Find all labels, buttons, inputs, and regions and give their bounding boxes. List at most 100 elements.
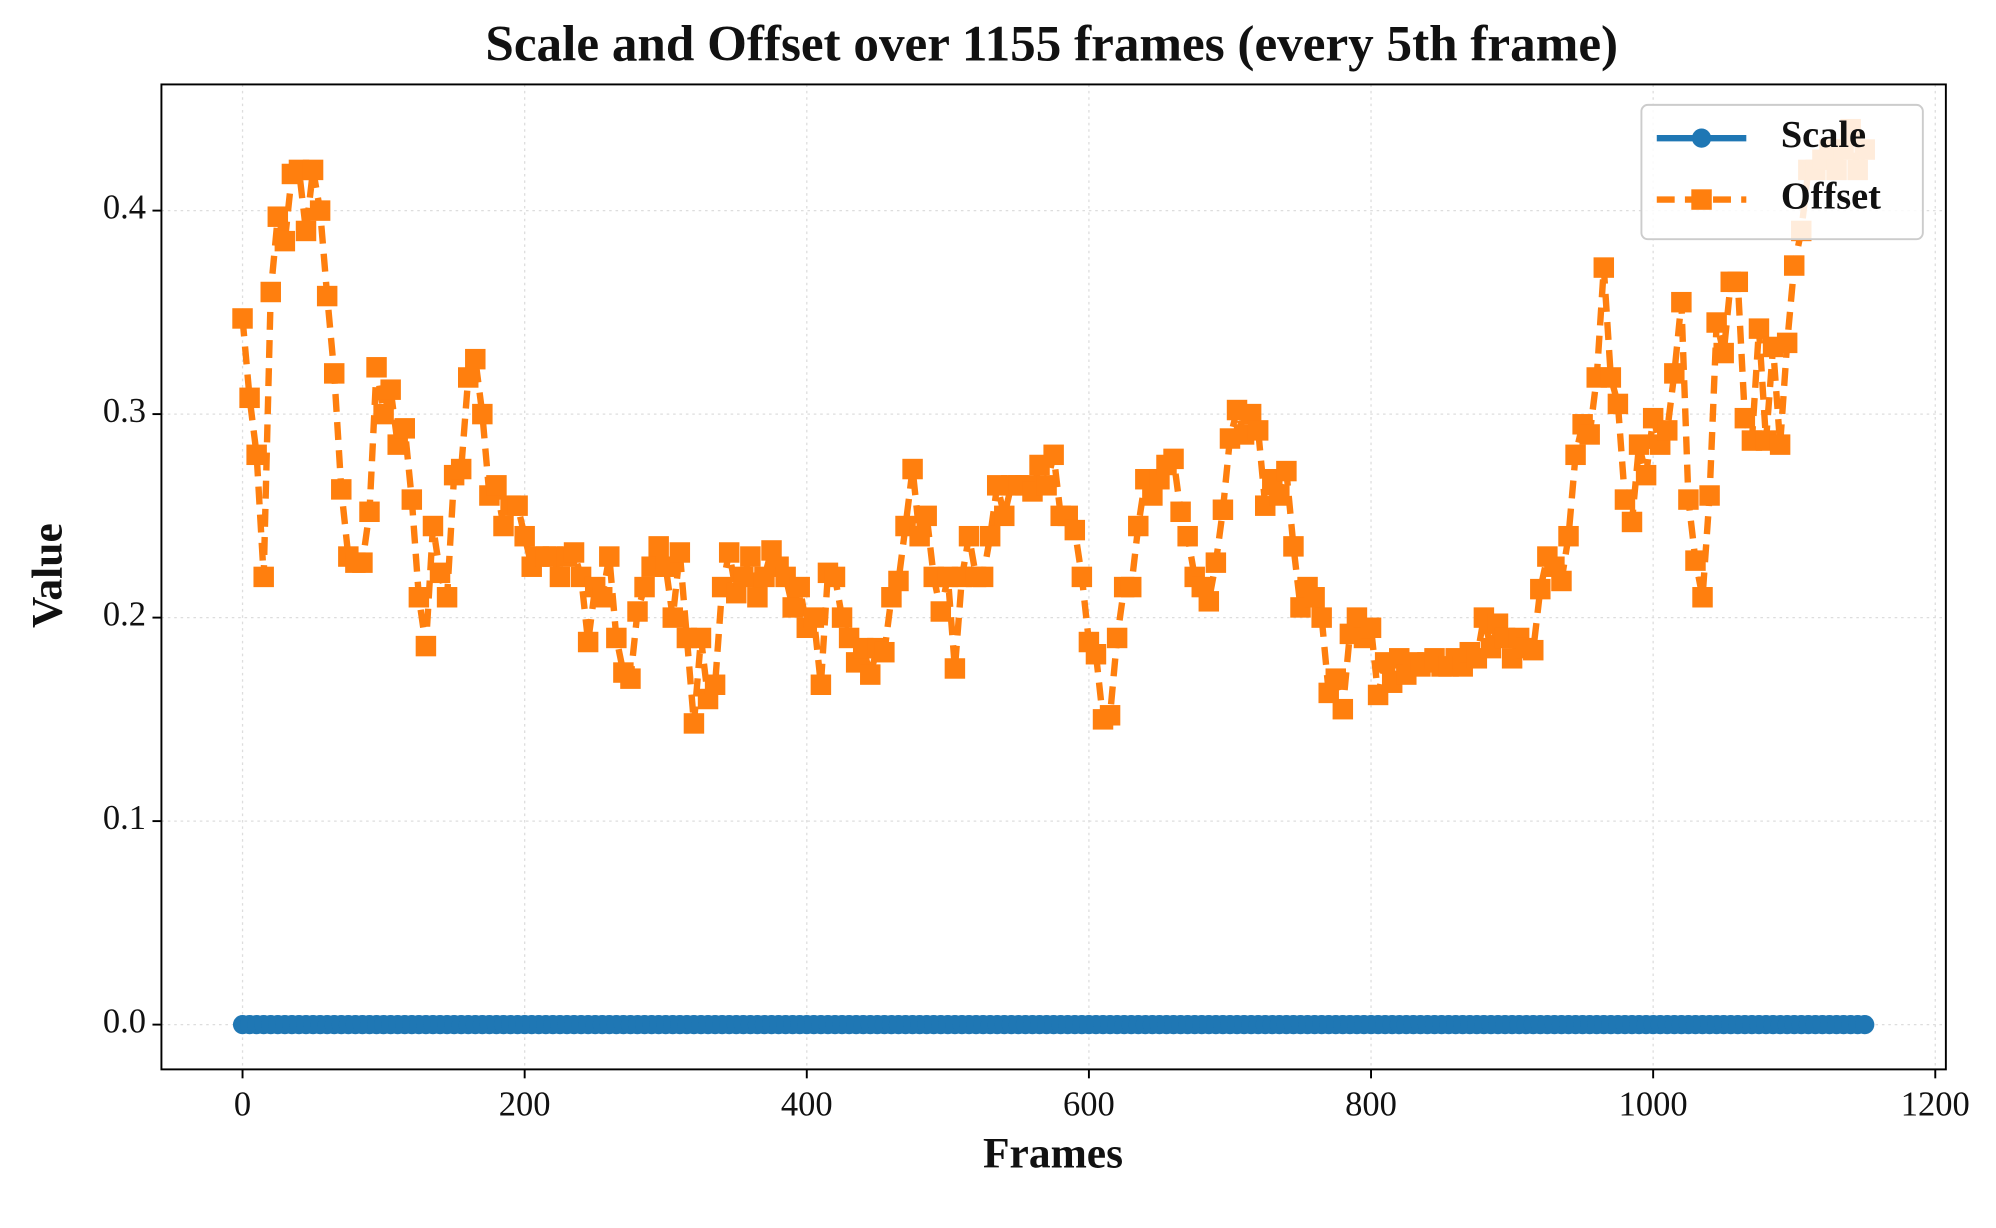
y-tick-label: 0.3 xyxy=(103,392,146,430)
marker xyxy=(1706,312,1727,333)
marker xyxy=(260,281,281,303)
marker xyxy=(1198,591,1220,612)
marker xyxy=(373,403,394,425)
marker xyxy=(1621,511,1643,533)
marker xyxy=(1064,519,1086,541)
marker xyxy=(309,200,331,221)
marker xyxy=(874,641,895,663)
marker xyxy=(599,546,620,567)
marker xyxy=(1071,566,1093,588)
marker xyxy=(902,458,923,480)
marker xyxy=(810,674,832,695)
marker xyxy=(1142,485,1163,506)
marker xyxy=(1170,501,1191,523)
marker xyxy=(1734,407,1756,429)
marker xyxy=(1240,403,1262,425)
marker xyxy=(1748,318,1770,339)
series-line xyxy=(239,125,1868,727)
marker xyxy=(1614,489,1636,510)
marker xyxy=(415,635,437,657)
marker xyxy=(704,674,726,695)
marker xyxy=(1727,271,1749,293)
marker xyxy=(1600,367,1622,388)
marker xyxy=(824,566,846,588)
marker xyxy=(387,434,408,455)
marker xyxy=(1855,1015,1875,1035)
legend-label: Offset xyxy=(1781,175,1881,217)
marker xyxy=(1551,570,1572,592)
marker xyxy=(1106,627,1128,649)
marker xyxy=(1593,257,1615,278)
marker xyxy=(232,308,253,329)
marker xyxy=(493,515,514,537)
marker xyxy=(1530,578,1551,600)
marker xyxy=(359,501,380,523)
axes-frame xyxy=(160,83,1947,1071)
marker xyxy=(627,601,648,622)
marker xyxy=(1713,342,1734,364)
marker xyxy=(1699,485,1720,506)
marker xyxy=(1163,448,1184,470)
marker xyxy=(422,515,444,537)
x-axis-label: Frames xyxy=(983,1130,1123,1178)
marker xyxy=(1360,617,1382,639)
marker xyxy=(436,587,458,608)
marker xyxy=(733,566,754,588)
marker xyxy=(662,607,684,628)
marker xyxy=(690,627,712,649)
marker xyxy=(916,505,937,527)
marker xyxy=(316,285,338,307)
marker xyxy=(549,566,571,588)
x-tick-label: 800 xyxy=(1345,1086,1397,1124)
marker xyxy=(1325,668,1347,689)
chart-title: Scale and Offset over 1155 frames (every… xyxy=(485,15,1618,72)
marker xyxy=(803,607,825,628)
marker xyxy=(295,220,317,242)
marker xyxy=(507,495,528,516)
legend-marker xyxy=(1691,189,1712,210)
marker xyxy=(1177,525,1198,547)
marker xyxy=(1304,587,1325,608)
marker xyxy=(1678,489,1699,510)
marker xyxy=(740,546,761,567)
marker xyxy=(401,489,423,510)
marker xyxy=(1120,576,1142,598)
marker xyxy=(1685,550,1706,571)
marker xyxy=(1635,464,1657,486)
marker xyxy=(726,582,747,604)
marker xyxy=(1565,444,1586,466)
marker xyxy=(1205,552,1227,573)
marker xyxy=(1628,434,1650,455)
marker xyxy=(253,566,274,588)
marker xyxy=(1036,475,1057,496)
marker xyxy=(274,230,296,252)
marker xyxy=(930,601,952,622)
x-tick-label: 1000 xyxy=(1619,1086,1688,1124)
marker xyxy=(1283,536,1304,557)
marker xyxy=(1579,424,1600,445)
marker xyxy=(972,566,994,588)
y-axis-label: Value xyxy=(23,523,71,628)
marker xyxy=(1783,255,1805,276)
marker xyxy=(1607,393,1629,415)
marker xyxy=(267,206,289,227)
marker xyxy=(1523,639,1544,661)
marker xyxy=(1776,332,1798,354)
marker xyxy=(1099,705,1121,726)
marker xyxy=(486,475,507,496)
marker xyxy=(718,542,740,563)
x-tick-label: 200 xyxy=(499,1086,551,1124)
marker xyxy=(577,631,599,653)
marker xyxy=(472,403,493,425)
marker xyxy=(1769,434,1791,455)
marker xyxy=(1043,444,1064,466)
marker xyxy=(994,505,1015,527)
marker xyxy=(1664,363,1685,384)
marker xyxy=(1311,607,1332,628)
marker xyxy=(408,587,430,608)
y-tick-label: 0.2 xyxy=(103,596,146,634)
marker xyxy=(683,713,705,734)
marker xyxy=(747,587,768,608)
x-tick-label: 600 xyxy=(1063,1086,1115,1124)
